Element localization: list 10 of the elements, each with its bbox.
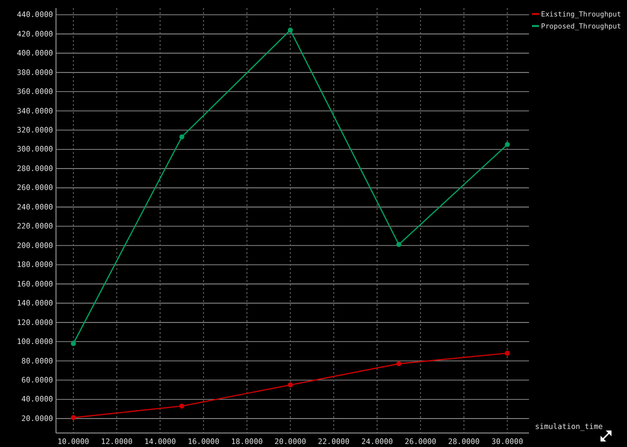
point (179, 134, 184, 140)
point (396, 242, 402, 248)
point (70, 341, 76, 346)
point (396, 361, 402, 366)
point (179, 404, 184, 409)
point (70, 415, 76, 420)
point (504, 142, 510, 148)
point (288, 382, 293, 388)
point (288, 28, 293, 33)
point (504, 350, 510, 356)
